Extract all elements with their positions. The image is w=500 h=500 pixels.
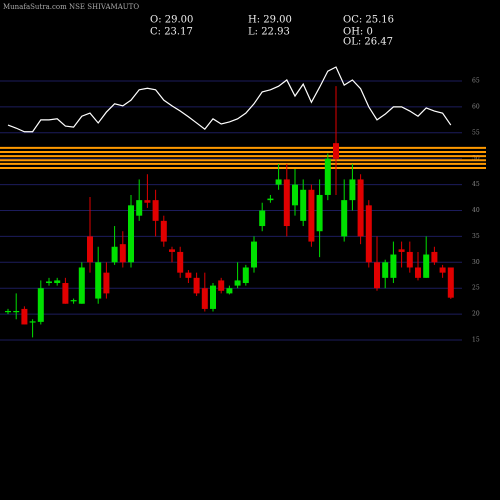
candle-body (218, 280, 225, 291)
overlay (7, 66, 452, 133)
candle-body (439, 267, 446, 273)
candle-body (13, 310, 20, 313)
y-tick-label: 55 (472, 129, 480, 136)
candle-body (21, 308, 28, 325)
candle-body (365, 205, 372, 263)
candle-body (169, 249, 175, 252)
candle-body (283, 179, 290, 227)
candle-body (185, 272, 192, 278)
info: O: 29.00 H: 29.00 OC: 25.16 C: 23.17 L: 22.9… (150, 15, 394, 48)
candle-body (152, 200, 159, 221)
candle-body (308, 189, 315, 242)
candle-body (54, 280, 61, 284)
chart-title: MunafaSutra.com NSE SHIVAMAUTO (3, 3, 139, 11)
candle-body (406, 251, 413, 268)
y-tick-label: 25 (472, 285, 480, 292)
candle-body (431, 251, 438, 263)
y-tick-label: 45 (472, 181, 480, 188)
candle-body (374, 262, 380, 289)
info-text: H: 29.00 (248, 15, 292, 26)
candle-body (136, 200, 143, 216)
y-tick-label: 30 (472, 259, 480, 266)
candle-body (193, 277, 200, 294)
candle-body (37, 288, 44, 322)
candle-body (341, 200, 348, 237)
candle-body (267, 198, 274, 201)
candle-body (103, 272, 110, 294)
candle-body (70, 300, 77, 302)
candle-body (292, 184, 298, 206)
candle-body (398, 249, 405, 252)
candle-body (242, 267, 249, 284)
info-text: OC: 25.16 (343, 15, 394, 26)
candle-body (95, 262, 102, 299)
candle-body (177, 251, 184, 273)
info-text: O: 29.00 (150, 15, 193, 26)
candle-body (144, 200, 151, 203)
y-tick-label: 40 (472, 207, 480, 214)
candle-body (111, 246, 118, 263)
info-text: OH: 0 (343, 27, 373, 38)
levels (0, 146, 486, 170)
grid: 15 20 25 30 35 40 45 50 55 60 65 (0, 78, 480, 344)
candle-body (87, 236, 93, 263)
candle-body (62, 283, 69, 304)
candle-body (382, 262, 389, 278)
candle-body (226, 288, 233, 294)
candles (5, 86, 454, 338)
candle-body (46, 281, 52, 284)
candle-body (390, 254, 397, 278)
info-text: L: 22.93 (248, 27, 290, 38)
y-tick-label: 20 (472, 311, 480, 318)
candle-body (234, 280, 241, 286)
candle-body (415, 267, 421, 278)
candle-body (357, 179, 364, 237)
candle-body (275, 179, 282, 185)
candle-body (349, 179, 356, 201)
candle-body (300, 189, 307, 221)
candle-body (251, 241, 257, 268)
indicator-line (7, 66, 452, 133)
info-text: C: 23.17 (150, 27, 193, 38)
y-tick-label: 50 (472, 155, 480, 162)
candle-body (119, 244, 126, 263)
y-tick-label: 60 (472, 103, 480, 110)
candle-body (324, 158, 331, 195)
y-tick-label: 65 (472, 78, 480, 85)
candle-body (259, 210, 266, 227)
candle-body (5, 310, 11, 313)
candle-body (316, 194, 323, 232)
candle-body (128, 205, 134, 263)
candle-body (160, 220, 167, 242)
y-tick-label: 15 (472, 337, 480, 344)
candle-body (447, 267, 454, 298)
candle-body (29, 321, 36, 323)
candle-body (210, 285, 216, 309)
y-tick-label: 35 (472, 233, 480, 240)
info-text: OL: 26.47 (343, 37, 393, 48)
candle-body (423, 254, 430, 278)
candle-body (78, 267, 85, 304)
candle-body (333, 143, 339, 159)
candle-body (201, 288, 208, 309)
